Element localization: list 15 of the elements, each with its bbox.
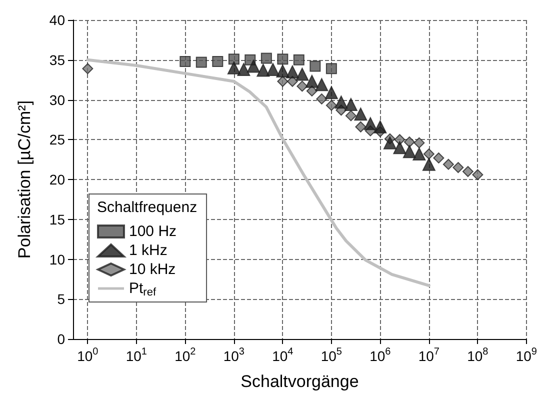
x-axis-title: Schaltvorgänge xyxy=(240,372,359,391)
legend-label: 10 kHz xyxy=(129,261,176,278)
y-tick-label: 10 xyxy=(49,251,66,268)
legend-label: 1 kHz xyxy=(129,242,168,259)
y-tick-label: 35 xyxy=(49,52,66,68)
y-tick-label: 25 xyxy=(49,132,66,148)
legend-title: Schaltfrequenz xyxy=(97,199,198,216)
y-tick-label: 20 xyxy=(49,172,66,188)
y-tick-label: 5 xyxy=(57,291,66,308)
y-tick-label: 0 xyxy=(57,331,66,347)
y-tick-label: 30 xyxy=(49,92,66,108)
y-tick-label: 15 xyxy=(49,211,66,228)
y-tick-label: 40 xyxy=(49,12,66,28)
legend-label: 100 Hz xyxy=(129,223,177,240)
y-axis-title: Polarisation [µC/cm²] xyxy=(15,100,34,259)
